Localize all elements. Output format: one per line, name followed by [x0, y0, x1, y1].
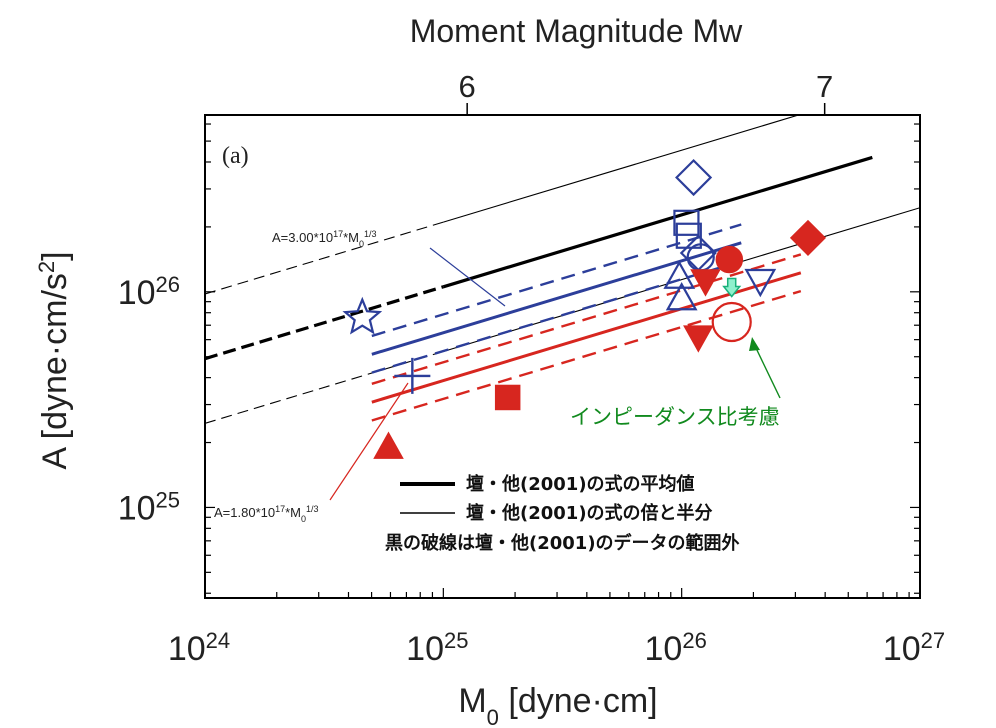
marker-star-0: [342, 296, 383, 335]
red-formula-label-sub: 0: [301, 514, 306, 524]
marker-arrow-down-17: [722, 277, 742, 298]
y-axis-title: A [dyne·cm/s2]: [34, 251, 75, 469]
x-tick-label: 1024: [168, 628, 230, 669]
impedance-arrowhead: [749, 337, 760, 351]
x-tick-label: 1026: [645, 628, 707, 669]
red-formula-label-mid: *M: [285, 505, 301, 520]
plot-frame: [204, 114, 921, 599]
marker-triangle-up-8: [665, 282, 698, 311]
x-title-main: M: [458, 682, 486, 720]
blue-formula-label-sub: 0: [359, 239, 364, 249]
fit-line-blue-lower-band: [371, 260, 742, 374]
red-formula-leader: [329, 382, 409, 501]
y-tick-base: 10: [118, 489, 156, 527]
red-formula-label-sup1: 17: [275, 504, 285, 514]
x-tick-exp: 26: [682, 628, 706, 653]
data-markers: [342, 158, 827, 459]
reference-line-double-dashed: [205, 221, 444, 295]
marker-circle-14: [715, 245, 744, 274]
x-axis-title: M0 [dyne·cm]: [458, 682, 657, 728]
red-formula-label-a: A=1.80*10: [214, 505, 275, 520]
legend: 壇・他(2001)の式の平均値壇・他(2001)の式の倍と半分黒の破線は壇・他(…: [385, 473, 740, 554]
marker-plus-1: [394, 357, 431, 394]
legend-note: 黒の破線は壇・他(2001)のデータの範囲外: [385, 532, 740, 554]
y-title-end: ]: [36, 251, 74, 260]
fit-line-red-upper-band: [371, 253, 802, 385]
reference-line-mean: [442, 155, 873, 289]
y-tick-base: 10: [118, 274, 156, 312]
impedance-leader: [754, 345, 781, 399]
x-tick-exp: 24: [206, 628, 230, 653]
marker-circle-16: [711, 301, 752, 343]
blue-formula-label-sup1: 17: [333, 229, 343, 239]
reference-line-half: [443, 207, 920, 352]
y-title-sup: 2: [34, 261, 59, 273]
panel-label: (a): [222, 143, 249, 169]
blue-formula-label-sup2: 1/3: [364, 229, 377, 239]
x-tick-exp: 25: [444, 628, 468, 653]
top-tick-label: 7: [816, 69, 833, 104]
red-formula-label: A=1.80*1017*M01/3: [214, 504, 319, 524]
y-title-main: A [dyne·cm/s: [36, 273, 74, 470]
fit-line-red: [371, 271, 802, 404]
marker-diamond-15: [789, 219, 827, 256]
x-tick-label: 1025: [406, 628, 468, 669]
x-tick-base: 10: [645, 630, 683, 668]
red-formula-label-sup2: 1/3: [306, 504, 319, 514]
top-axis-title: Moment Magnitude Mw: [410, 13, 743, 49]
annotations: A=3.00*1017*M01/3A=1.80*1017*M01/3インピーダン…: [214, 143, 781, 524]
y-tick-label: 1026: [118, 271, 180, 312]
marker-square-11: [494, 384, 521, 411]
top-tick-label: 6: [459, 69, 476, 104]
marker-square-4: [675, 222, 702, 249]
blue-formula-label-a: A=3.00*10: [272, 230, 333, 245]
fit-line-blue-upper-band: [371, 223, 742, 338]
legend-label-0: 壇・他(2001)の式の平均値: [466, 473, 695, 495]
impedance-label: インピーダンス比考慮: [570, 405, 780, 429]
blue-formula-label-mid: *M: [343, 230, 359, 245]
blue-formula-leader: [429, 247, 506, 307]
x-tick-exp: 27: [921, 628, 945, 653]
x-tick-label: 1027: [883, 628, 945, 669]
marker-triangle-down-13: [690, 269, 721, 297]
blue-formula-label: A=3.00*1017*M01/3: [272, 229, 377, 249]
reference-lines: [205, 115, 920, 424]
reference-line-double: [443, 115, 801, 223]
marker-triangle-down-12: [683, 325, 714, 353]
x-tick-base: 10: [883, 630, 921, 668]
marker-triangle-up-10: [373, 431, 404, 459]
reference-line-mean-dashed: [205, 285, 444, 361]
reference-line-half-dashed: [205, 350, 444, 424]
x-title-sub: 0: [487, 705, 499, 728]
y-tick-exp: 25: [156, 487, 180, 512]
fit-line-red-lower-band: [371, 289, 802, 422]
legend-label-1: 壇・他(2001)の式の倍と半分: [466, 502, 713, 524]
x-tick-base: 10: [406, 630, 444, 668]
fit-line-blue: [371, 241, 742, 356]
marker-triangle-down-9: [744, 268, 777, 298]
y-tick-exp: 26: [156, 271, 180, 296]
marker-diamond-2: [675, 158, 713, 197]
x-tick-base: 10: [168, 630, 206, 668]
y-tick-label: 1025: [118, 487, 180, 528]
x-title-rest: [dyne·cm]: [499, 682, 658, 720]
